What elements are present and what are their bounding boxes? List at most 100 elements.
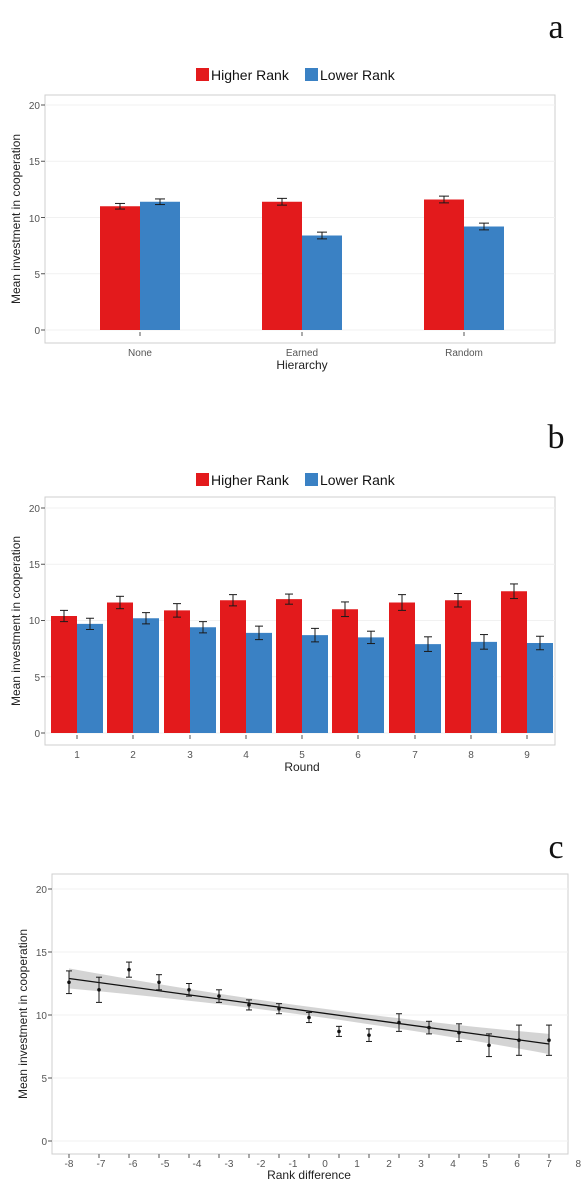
- data-point: [307, 1015, 311, 1020]
- data-point: [457, 1030, 461, 1035]
- legend-label-higher: Higher Rank: [211, 67, 290, 83]
- data-point: [487, 1043, 491, 1048]
- x-axis-b: 1 2 3 4 5 6 7 8 9: [74, 750, 530, 761]
- x-tick-label: 1: [74, 750, 80, 761]
- x-tick-label: 2: [386, 1159, 392, 1170]
- legend-label-lower: Lower Rank: [320, 67, 396, 83]
- bar-lower-rank: [464, 226, 504, 330]
- x-tick-label: 6: [355, 750, 361, 761]
- bar-higher-rank: [332, 609, 358, 733]
- x-axis-c: -8 -7 -6 -5 -4 -3 -2 -1 0 1 2 3 4 5 6 7 …: [65, 1159, 582, 1170]
- x-tick-label: 0: [322, 1159, 328, 1170]
- x-axis-label-c: Rank difference: [267, 1168, 351, 1181]
- bar-higher-rank: [107, 602, 133, 733]
- data-point: [127, 967, 131, 972]
- x-tick-label: 4: [243, 750, 249, 761]
- bar-lower-rank: [133, 618, 159, 733]
- data-point: [517, 1038, 521, 1042]
- y-axis-label-b: Mean investment in cooperation: [9, 536, 23, 706]
- bar-higher-rank: [424, 199, 464, 330]
- x-tick-label: 6: [514, 1159, 520, 1170]
- bar-higher-rank: [445, 600, 471, 733]
- x-tick-label: 7: [546, 1159, 552, 1170]
- x-tick-label: Earned: [286, 348, 318, 359]
- y-tick-label: 10: [36, 1011, 48, 1022]
- scatter-c: [48, 888, 568, 1158]
- panel-a: a Higher Rank Lower Rank 0 5 10 15 20 No…: [9, 9, 564, 372]
- x-tick-label: Random: [445, 348, 483, 359]
- data-point: [427, 1025, 431, 1030]
- bar-higher-rank: [276, 599, 302, 733]
- bar-higher-rank: [220, 600, 246, 733]
- x-tick-label: 3: [418, 1159, 424, 1170]
- y-tick-label: 20: [36, 885, 48, 896]
- panel-b: b Higher Rank Lower Rank 0 5 10 15 20 1 …: [9, 419, 565, 774]
- bar-higher-rank: [164, 610, 190, 733]
- bar-lower-rank: [471, 641, 497, 733]
- y-tick-label: 5: [34, 270, 40, 281]
- legend-swatch-lower: [305, 68, 318, 81]
- data-point: [547, 1038, 551, 1042]
- bar-lower-rank: [302, 635, 328, 733]
- bar-higher-rank: [262, 201, 302, 330]
- y-tick-label: 15: [36, 948, 48, 959]
- y-tick-label: 5: [34, 673, 40, 684]
- bar-higher-rank: [51, 616, 77, 733]
- y-tick-label: 0: [34, 729, 40, 740]
- bars-b: [41, 507, 555, 739]
- y-axis-a: 0 5 10 15 20: [29, 101, 41, 337]
- data-point: [217, 994, 221, 998]
- x-tick-label: -8: [65, 1159, 74, 1170]
- x-tick-label: None: [128, 348, 152, 359]
- panel-label-c: c: [548, 829, 563, 866]
- legend-label-lower: Lower Rank: [320, 472, 396, 488]
- y-axis-label-c: Mean investment in cooperation: [16, 929, 30, 1099]
- x-tick-label: 3: [187, 750, 193, 761]
- x-axis-label-a: Hierarchy: [276, 358, 327, 372]
- x-tick-label: 8: [468, 750, 474, 761]
- legend-label-higher: Higher Rank: [211, 472, 290, 488]
- bar-lower-rank: [140, 201, 180, 330]
- x-axis-a: None Earned Random: [128, 348, 483, 359]
- y-tick-label: 20: [29, 101, 41, 112]
- bar-lower-rank: [77, 623, 103, 733]
- x-tick-label: 7: [412, 750, 418, 761]
- y-tick-label: 5: [41, 1074, 47, 1085]
- data-point: [187, 988, 191, 992]
- x-tick-label: 8: [575, 1159, 581, 1170]
- x-tick-label: 1: [354, 1159, 360, 1170]
- legend-swatch-higher: [196, 68, 209, 81]
- bar-lower-rank: [302, 235, 342, 330]
- bar-higher-rank: [501, 591, 527, 733]
- x-tick-label: -1: [289, 1159, 298, 1170]
- data-point: [277, 1006, 281, 1011]
- x-tick-label: -3: [225, 1159, 234, 1170]
- y-axis-label-a: Mean investment in cooperation: [9, 134, 23, 304]
- panel-label-a: a: [548, 9, 563, 46]
- y-tick-label: 0: [41, 1137, 47, 1148]
- bar-lower-rank: [190, 627, 216, 733]
- bars-a: [41, 104, 555, 336]
- y-tick-label: 20: [29, 504, 41, 515]
- bar-higher-rank: [100, 206, 140, 330]
- panel-label-b: b: [548, 419, 565, 456]
- data-point: [97, 988, 101, 992]
- y-tick-label: 0: [34, 326, 40, 337]
- data-point: [367, 1033, 371, 1037]
- trend-line: [68, 977, 550, 1045]
- legend-b: Higher Rank Lower Rank: [196, 472, 396, 488]
- x-tick-label: -6: [129, 1159, 138, 1170]
- bar-higher-rank: [389, 602, 415, 733]
- legend-swatch-higher: [196, 473, 209, 486]
- y-tick-label: 15: [29, 560, 41, 571]
- y-tick-label: 10: [29, 616, 41, 627]
- y-axis-c: 0 5 10 15 20: [36, 885, 48, 1148]
- data-point: [157, 980, 161, 985]
- x-tick-label: -2: [257, 1159, 266, 1170]
- x-tick-label: 5: [299, 750, 305, 761]
- x-tick-label: -5: [161, 1159, 170, 1170]
- y-tick-label: 15: [29, 157, 41, 168]
- data-point: [397, 1020, 401, 1025]
- bar-lower-rank: [358, 637, 384, 733]
- panel-c: c 0 5 10 15 20 -8 -7 -6 -5 -4 -3 -2 -1 0…: [16, 829, 581, 1181]
